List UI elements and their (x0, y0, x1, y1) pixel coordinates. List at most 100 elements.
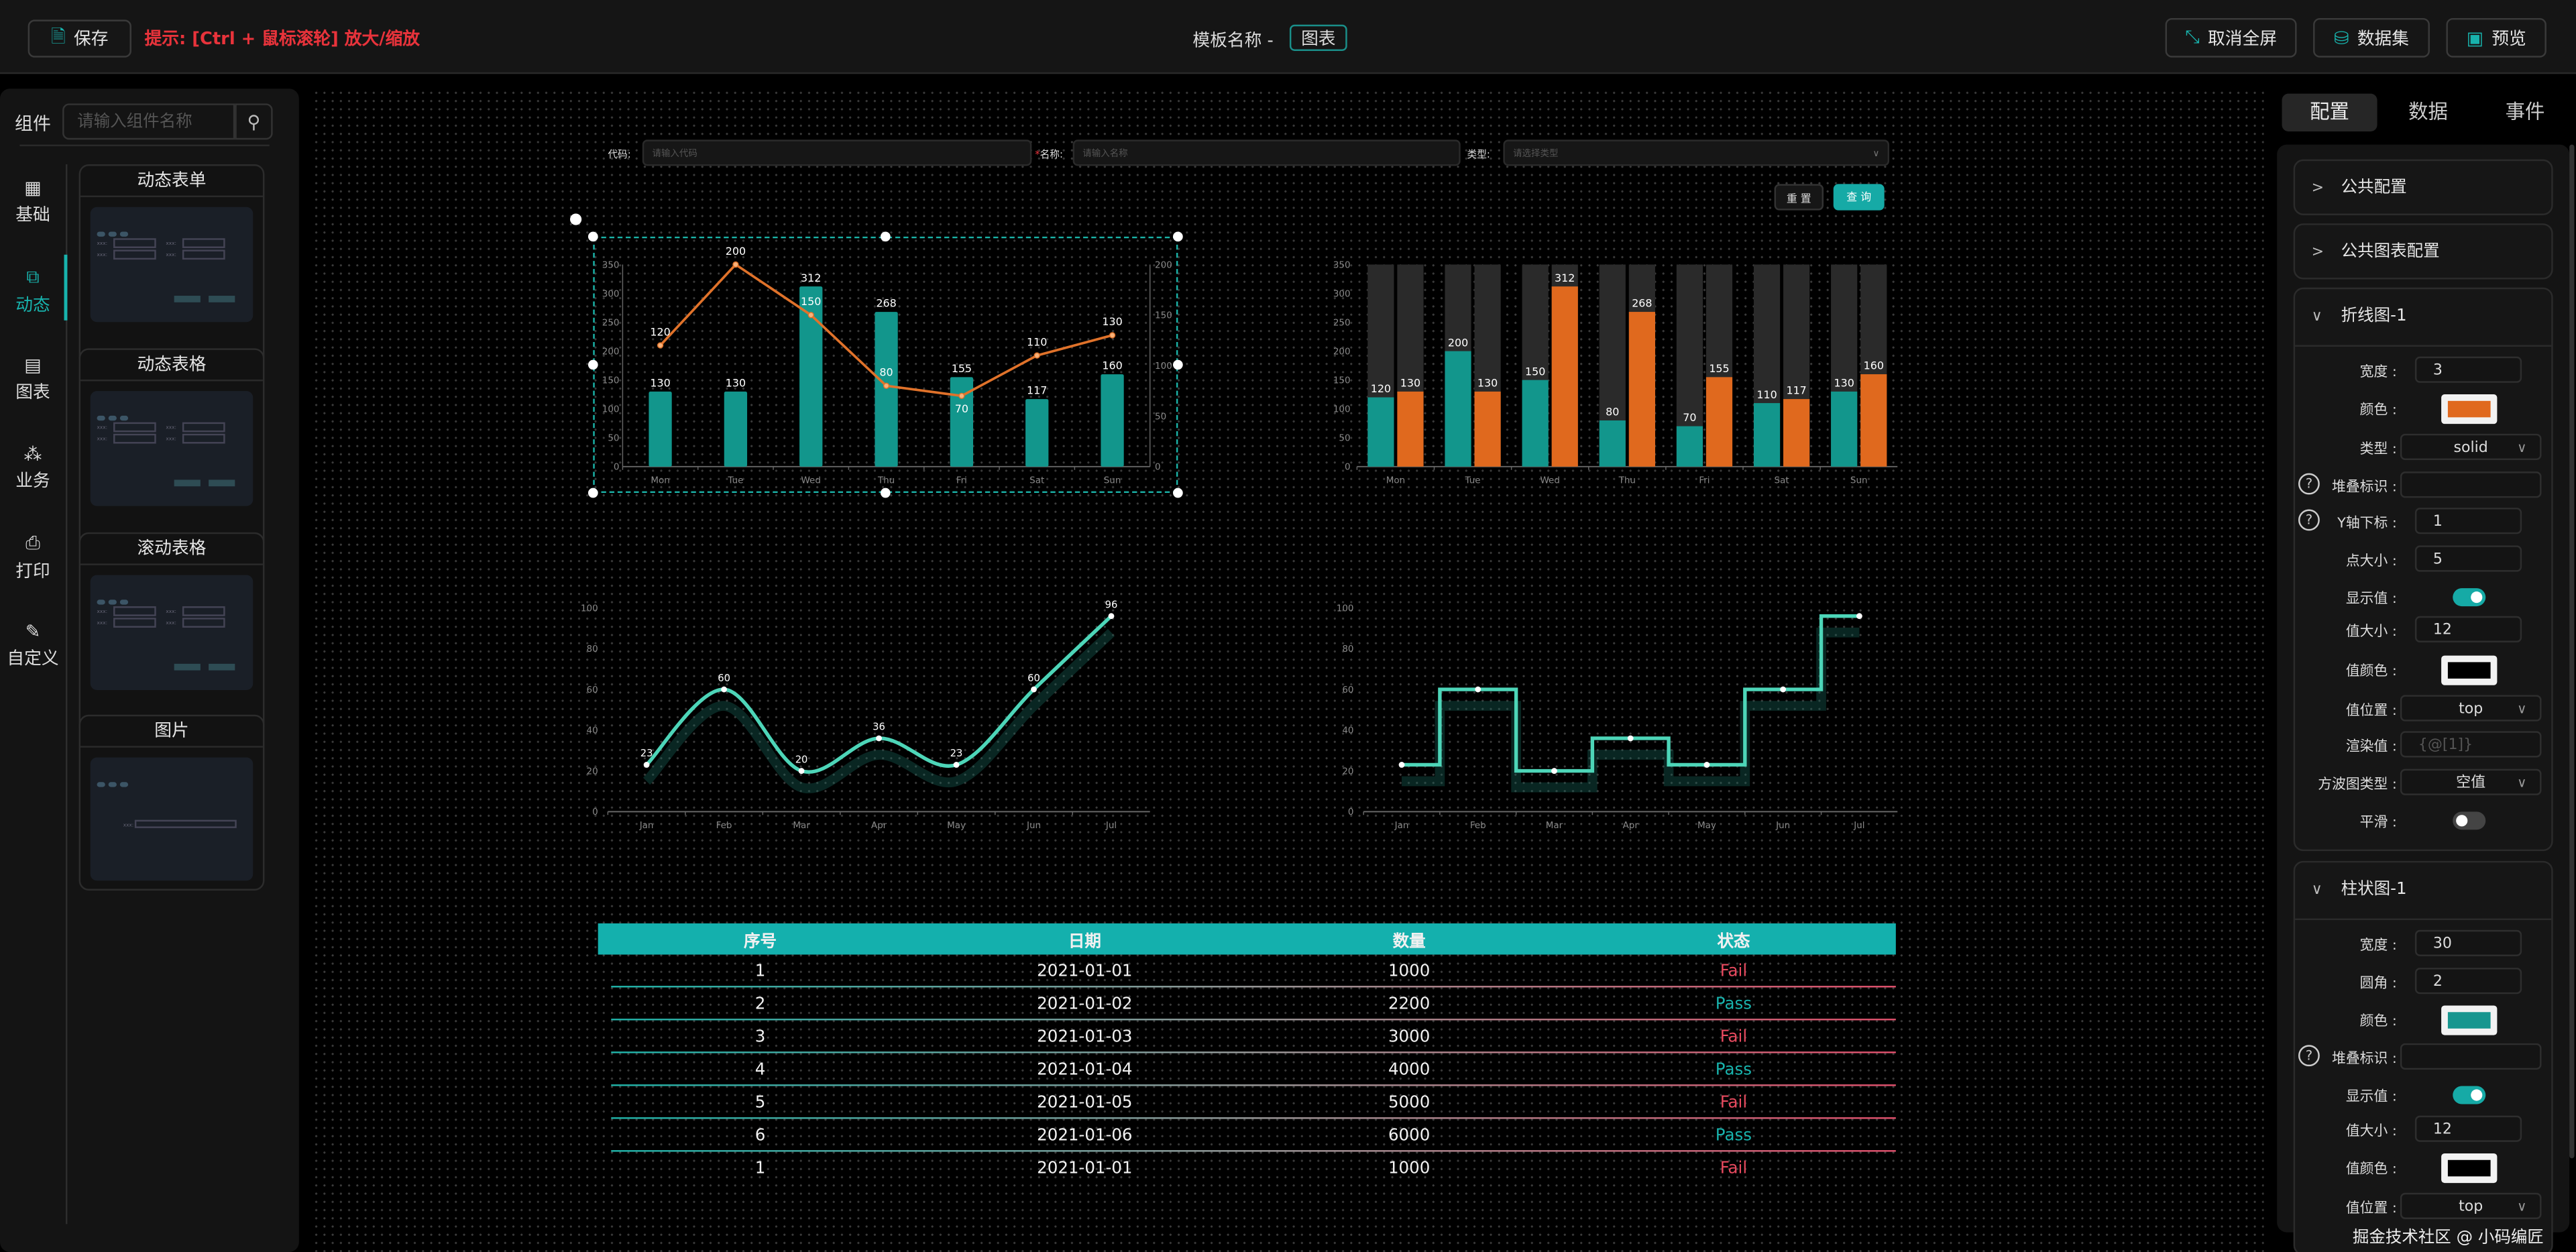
help-icon[interactable]: ? (2298, 1045, 2320, 1067)
chart4-point[interactable] (1475, 686, 1481, 693)
save-button[interactable]: 🗎 保存 (27, 19, 131, 58)
vcolor-color-picker[interactable] (2441, 655, 2498, 685)
resize-handle-bl[interactable] (587, 488, 598, 498)
chart4-point[interactable] (1627, 735, 1634, 742)
vpos-select[interactable]: top ∨ (2400, 1192, 2542, 1219)
chart2-bar[interactable] (1831, 391, 1858, 467)
code-input[interactable]: 请输入代码 (642, 139, 1032, 166)
component-card[interactable]: 图片 xxx: (78, 714, 265, 891)
chart1-bar[interactable] (649, 391, 672, 467)
chart2-bar[interactable] (1860, 374, 1887, 467)
show-toggle[interactable] (2453, 1086, 2486, 1104)
section-common[interactable]: > 公共配置 (2293, 159, 2553, 215)
component-card[interactable]: 滚动表格 xxx: xxx: xxx: xxx: (78, 532, 265, 736)
chart2-bar[interactable] (1367, 397, 1394, 467)
chart4-point[interactable] (1551, 768, 1557, 774)
chart1-bar[interactable] (799, 286, 823, 467)
chart1-line-point[interactable] (1033, 352, 1040, 359)
template-name-input[interactable]: 图表 (1289, 24, 1347, 51)
nav-item-0[interactable]: ▦ 基础 (0, 178, 66, 227)
width-input[interactable]: 30 (2414, 929, 2522, 956)
resize-handle-t[interactable] (880, 231, 891, 242)
chart3-point[interactable] (953, 762, 960, 768)
component-card[interactable]: 动态表格 xxx: xxx: xxx: xxx: (78, 348, 265, 553)
nav-item-2[interactable]: ▤ 图表 (0, 355, 66, 404)
vpos-select[interactable]: top ∨ (2400, 695, 2542, 722)
width-input[interactable]: 3 (2414, 356, 2522, 383)
chart2-bar[interactable] (1474, 391, 1501, 467)
resize-handle-r[interactable] (1173, 359, 1183, 370)
chart2-bar[interactable] (1783, 399, 1810, 467)
smooth-toggle[interactable] (2453, 811, 2486, 830)
resize-handle-l[interactable] (587, 359, 598, 370)
help-icon[interactable]: ? (2298, 473, 2320, 495)
chart2-bar[interactable] (1445, 351, 1471, 467)
name-input[interactable]: 请输入名称 (1072, 139, 1461, 166)
chart2-bar[interactable] (1397, 391, 1424, 467)
search-button[interactable]: ⚲ (235, 103, 273, 140)
rotate-handle[interactable] (570, 213, 582, 225)
reset-button[interactable]: 重 置 (1774, 184, 1824, 211)
chart3-point[interactable] (721, 686, 727, 693)
step-select[interactable]: 空值 ∨ (2400, 769, 2542, 795)
section-common-chart[interactable]: > 公共图表配置 (2293, 223, 2553, 280)
chart4-point[interactable] (1780, 686, 1787, 693)
chart4-point[interactable] (1398, 762, 1405, 768)
point-input[interactable]: 5 (2414, 545, 2522, 572)
chart3-point[interactable] (643, 762, 650, 768)
nav-item-3[interactable]: ⁂ 业务 (0, 444, 66, 494)
chart2-bar[interactable] (1705, 377, 1733, 467)
chart1-bar[interactable] (875, 312, 898, 467)
chart1-bar[interactable] (724, 391, 748, 467)
vsize-input[interactable]: 12 (2414, 616, 2522, 642)
chart3-point[interactable] (1108, 613, 1115, 620)
stack-input[interactable] (2400, 471, 2542, 498)
component-card[interactable]: 动态表单 xxx: xxx: xxx: xxx: (78, 164, 265, 368)
color-color-picker[interactable] (2441, 394, 2498, 424)
chart1-bar[interactable] (950, 377, 974, 467)
nav-item-1[interactable]: ⧉ 动态 (0, 266, 66, 317)
preview-button[interactable]: ▣ 预览 (2446, 17, 2546, 58)
tab-data[interactable]: 数据 (2408, 100, 2448, 123)
chart1-bar[interactable] (1025, 399, 1049, 467)
chart1-line-point[interactable] (657, 342, 664, 349)
resize-handle-b[interactable] (880, 488, 891, 498)
chart3-point[interactable] (798, 768, 805, 774)
tab-events[interactable]: 事件 (2505, 100, 2545, 123)
component-search-input[interactable]: 请输入组件名称 (62, 103, 235, 140)
nav-item-4[interactable]: ⎙ 打印 (0, 532, 66, 583)
tab-config[interactable]: 配置 (2282, 93, 2377, 132)
chart4-line[interactable] (1402, 614, 1860, 773)
render-input[interactable]: {@[1]} (2400, 731, 2542, 758)
show-toggle[interactable] (2453, 588, 2486, 607)
radius-input[interactable]: 2 (2414, 968, 2522, 994)
type-select[interactable]: solid ∨ (2400, 433, 2542, 461)
query-button[interactable]: 查 询 (1833, 184, 1885, 211)
help-icon[interactable]: ? (2298, 509, 2320, 531)
chart2-bar[interactable] (1753, 403, 1781, 467)
chart1-line-point[interactable] (732, 261, 739, 268)
dataset-button[interactable]: ⛁ 数据集 (2313, 17, 2430, 58)
yindex-input[interactable]: 1 (2414, 508, 2522, 534)
design-canvas[interactable] (312, 89, 2264, 1252)
color-color-picker[interactable] (2441, 1005, 2498, 1035)
vsize-input[interactable]: 12 (2414, 1115, 2522, 1142)
chart1-line-point[interactable] (1109, 332, 1116, 339)
chart1-line-point[interactable] (958, 392, 965, 400)
chart3-point[interactable] (1031, 686, 1037, 693)
resize-handle-tr[interactable] (1173, 231, 1183, 242)
chart2-bar[interactable] (1599, 420, 1626, 467)
section-line-header[interactable]: ∨ 折线图-1 (2295, 289, 2552, 347)
section-bar-header[interactable]: ∨ 柱状图-1 (2295, 862, 2552, 921)
chart3-point[interactable] (876, 735, 882, 742)
nav-item-5[interactable]: ✎ 自定义 (0, 621, 66, 671)
exit-fullscreen-button[interactable]: ⤡ 取消全屏 (2165, 17, 2297, 58)
vcolor-color-picker[interactable] (2441, 1153, 2498, 1184)
stack-input[interactable] (2400, 1043, 2542, 1070)
resize-handle-br[interactable] (1173, 488, 1183, 498)
chart4-point[interactable] (1856, 613, 1862, 620)
chart1-line-point[interactable] (883, 382, 890, 389)
chart2-bar[interactable] (1676, 426, 1703, 467)
chart1-bar[interactable] (1101, 374, 1124, 467)
resize-handle-tl[interactable] (587, 231, 598, 242)
